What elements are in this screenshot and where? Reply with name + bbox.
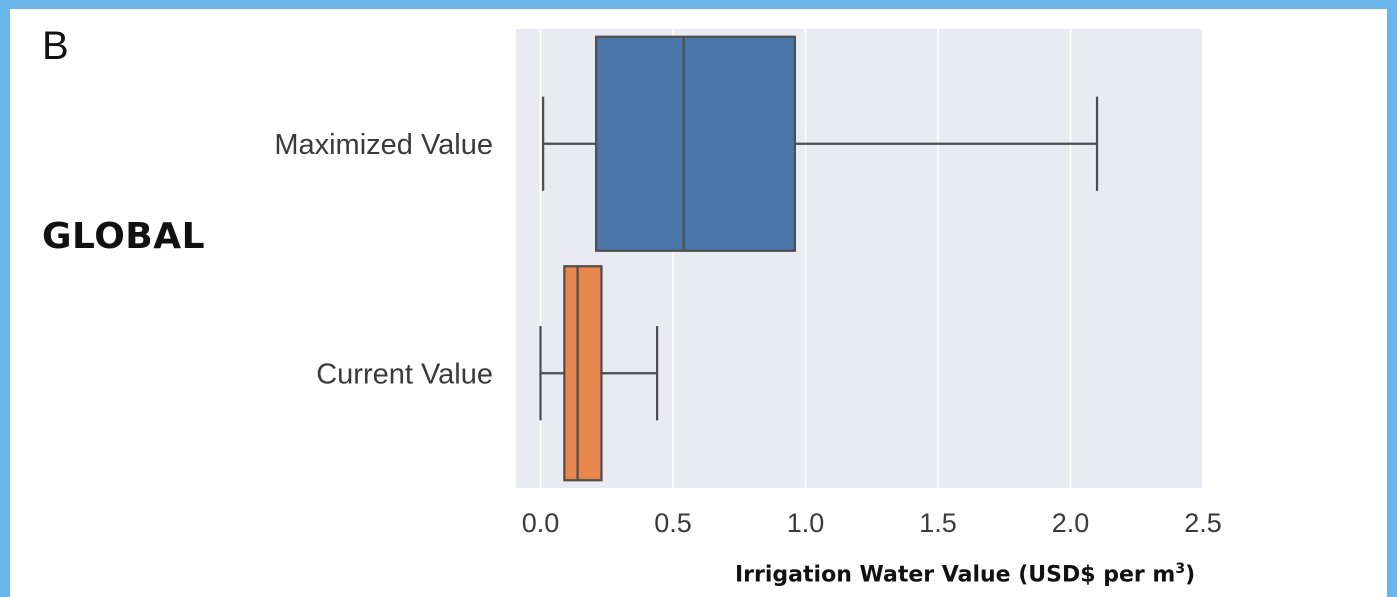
panel-label: B — [42, 24, 69, 68]
x-tick-label: 0.0 — [522, 508, 560, 538]
x-tick-label: 1.0 — [787, 508, 825, 538]
box-iqr — [563, 265, 603, 482]
x-tick-labels: 0.0 0.5 1.0 1.5 2.0 2.5 — [522, 508, 1222, 538]
box-iqr — [595, 35, 797, 252]
x-tick-label: 1.5 — [919, 508, 957, 538]
region-label: GLOBAL — [42, 216, 206, 257]
x-axis-title-text: Irrigation Water Value (USD$ per m — [735, 562, 1176, 588]
x-tick-label: 2.5 — [1184, 508, 1222, 538]
x-axis-title-close: ) — [1185, 562, 1196, 588]
box-series — [539, 35, 1099, 482]
x-tick-label: 0.5 — [654, 508, 692, 538]
y-tick-labels: Maximized Value Current Value — [274, 129, 493, 391]
x-axis-title: Irrigation Water Value (USD$ per m3) — [735, 561, 1195, 587]
y-tick-label: Current Value — [316, 358, 493, 390]
x-tick-label: 2.0 — [1052, 508, 1090, 538]
x-axis-title-superscript: 3 — [1175, 561, 1186, 577]
y-tick-label: Maximized Value — [274, 129, 493, 161]
